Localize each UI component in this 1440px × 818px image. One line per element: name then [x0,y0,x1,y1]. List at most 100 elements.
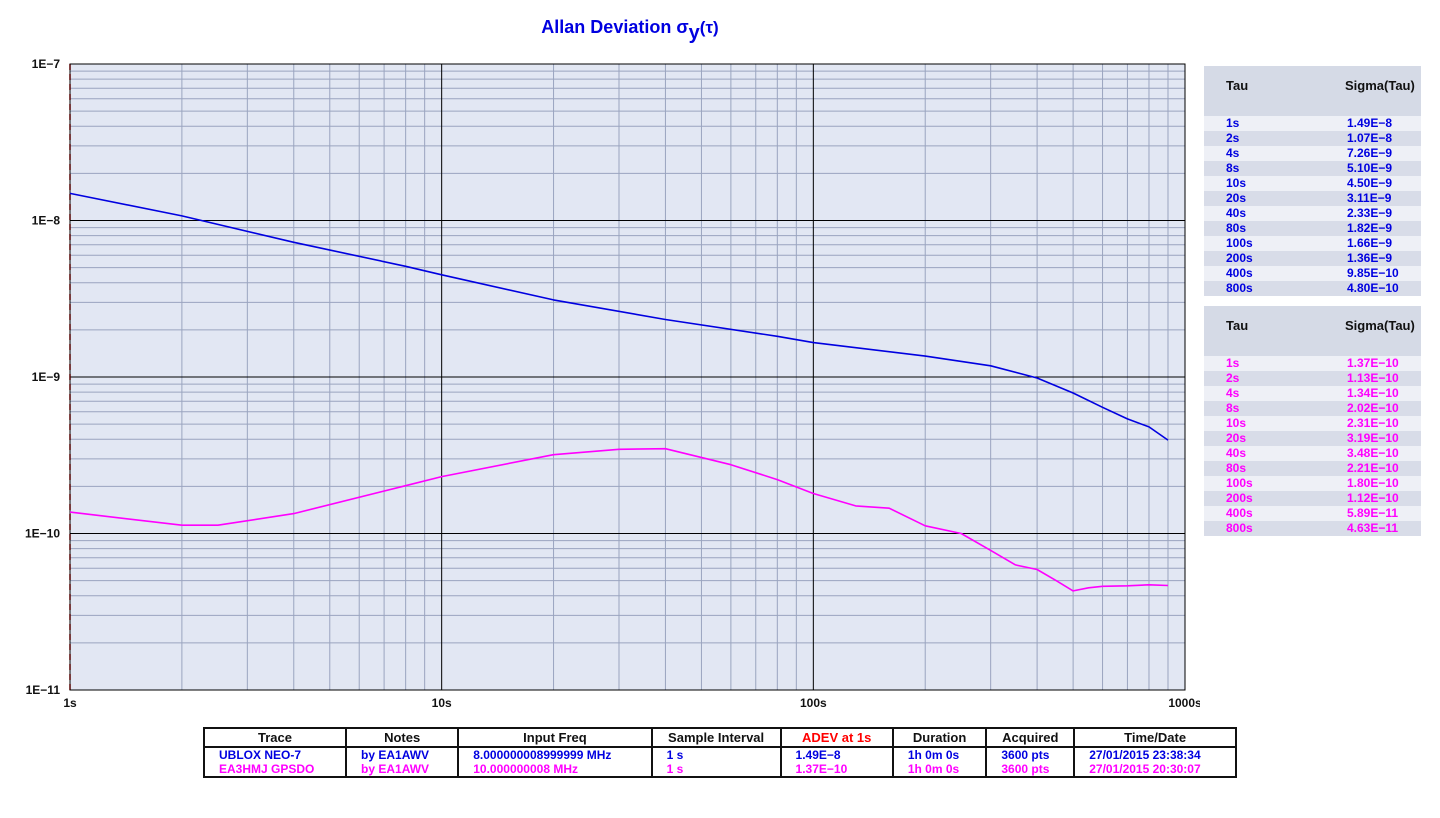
legend-header-row: Trace Notes Input Freq Sample Interval ADEV … [202,727,1237,748]
legend-cell: 1h 0m 0s [891,762,988,778]
x-tick-label: 10s [432,696,452,710]
legend-cell: 8.000000008999999 MHz [457,747,653,762]
tau-cell: 4s [1204,386,1321,401]
legend-cell: 1h 0m 0s [891,747,988,762]
tau-cell: 2s [1204,371,1321,386]
y-tick-label: 1E−10 [25,527,60,541]
tick-labels: 1s 10s 100s 1000s 1E−11 1E−10 1E−9 1E−8 1E−7 [25,57,1200,710]
trace-legend-table: Trace Notes Input Freq Sample Interval ADEV … [202,727,1237,778]
tau-cell: 400s [1204,506,1321,521]
sigma-cell: 2.02E−10 [1321,401,1421,416]
y-tick-label: 1E−9 [32,370,61,384]
sigma-row: 400s 9.85E−10 [1204,266,1421,281]
legend-cell: by EA1AWV [345,747,460,762]
table-spacer [1204,344,1421,356]
tau-cell: 20s [1204,431,1321,446]
sigma-row: 200s 1.36E−9 [1204,251,1421,266]
sigma-row: 100s 1.80E−10 [1204,476,1421,491]
title-tau: (τ) [699,18,719,37]
sigma-cell: 1.82E−9 [1321,221,1421,236]
tau-cell: 100s [1204,476,1321,491]
legend-row: EA3HMJ GPSDO by EA1AWV 10.000000008 MHz 1 s… [202,762,1237,778]
sigma-row: 2s 1.13E−10 [1204,371,1421,386]
legend-cell: EA3HMJ GPSDO [202,762,348,778]
tau-cell: 1s [1204,116,1321,131]
chart-title: Allan Deviation σy(τ) [500,16,760,44]
sigma-cell: 1.36E−9 [1321,251,1421,266]
x-tick-label: 1s [63,696,77,710]
tau-cell: 8s [1204,161,1321,176]
sigma-row: 1s 1.37E−10 [1204,356,1421,371]
sigma-cell: 1.07E−8 [1321,131,1421,146]
sigma-row: 80s 1.82E−9 [1204,221,1421,236]
sigma-cell: 9.85E−10 [1321,266,1421,281]
legend-header-cell: Duration [891,727,988,748]
sigma-row: 10s 4.50E−9 [1204,176,1421,191]
sigma-cell: 1.49E−8 [1321,116,1421,131]
sigma-cell: 2.33E−9 [1321,206,1421,221]
sigma-cell: 4.80E−10 [1321,281,1421,296]
tau-cell: 80s [1204,461,1321,476]
tau-cell: 40s [1204,446,1321,461]
sigma-cell: 1.13E−10 [1321,371,1421,386]
sigma-cell: 4.63E−11 [1321,521,1421,536]
tau-cell: 800s [1204,281,1321,296]
x-tick-label: 1000s [1168,696,1200,710]
title-sigma: σ [676,17,689,37]
y-tick-label: 1E−7 [32,57,61,71]
sigma-header: Sigma(Tau) [1321,306,1421,344]
sigma-cell: 3.11E−9 [1321,191,1421,206]
tau-cell: 4s [1204,146,1321,161]
legend-cell: 3600 pts [985,747,1076,762]
legend-cell: 1.49E−8 [779,747,894,762]
sigma-row: 4s 1.34E−10 [1204,386,1421,401]
sigma-cell: 2.21E−10 [1321,461,1421,476]
sigma-row: 100s 1.66E−9 [1204,236,1421,251]
sigma-header: Sigma(Tau) [1321,66,1421,104]
legend-row: UBLOX NEO-7 by EA1AWV 8.000000008999999 MH… [202,747,1237,762]
sigma-row: 400s 5.89E−11 [1204,506,1421,521]
sigma-row: 200s 1.12E−10 [1204,491,1421,506]
legend-header-cell: Sample Interval [650,727,782,748]
sigma-row: 8s 2.02E−10 [1204,401,1421,416]
sigma-row: 4s 7.26E−9 [1204,146,1421,161]
sigma-cell: 1.34E−10 [1321,386,1421,401]
tau-cell: 100s [1204,236,1321,251]
sigma-cell: 5.10E−9 [1321,161,1421,176]
tau-cell: 40s [1204,206,1321,221]
tau-header: Tau [1204,66,1321,104]
sigma-table-series2: Tau Sigma(Tau) 1s 1.37E−10 2s 1.13E−10 4s 1.34… [1204,306,1421,536]
legend-cell: 27/01/2015 23:38:34 [1073,747,1237,762]
tau-cell: 8s [1204,401,1321,416]
tau-cell: 200s [1204,491,1321,506]
legend-cell: UBLOX NEO-7 [202,747,348,762]
sigma-row: 800s 4.80E−10 [1204,281,1421,296]
sigma-cell: 2.31E−10 [1321,416,1421,431]
sigma-cell: 4.50E−9 [1321,176,1421,191]
legend-cell: 1.37E−10 [779,762,894,778]
tau-cell: 80s [1204,221,1321,236]
sigma-cell: 3.48E−10 [1321,446,1421,461]
adev-chart: 1s 10s 100s 1000s 1E−11 1E−10 1E−9 1E−8 1E−7 [25,57,1200,710]
tau-cell: 1s [1204,356,1321,371]
legend-header-cell: Trace [202,727,348,748]
legend-cell: 1 s [650,747,782,762]
legend-cell: 3600 pts [985,762,1076,778]
sigma-cell: 7.26E−9 [1321,146,1421,161]
series-line-1 [69,192,1169,441]
sigma-row: 800s 4.63E−11 [1204,521,1421,536]
legend-cell: 10.000000008 MHz [457,762,653,778]
sigma-cell: 1.12E−10 [1321,491,1421,506]
sigma-cell: 3.19E−10 [1321,431,1421,446]
legend-header-cell: Time/Date [1073,727,1237,748]
y-tick-label: 1E−8 [32,214,61,228]
grid-major [70,64,1185,690]
sigma-table-series1: Tau Sigma(Tau) 1s 1.49E−8 2s 1.07E−8 4s 7.26E−… [1204,66,1421,296]
legend-cell: by EA1AWV [345,762,460,778]
sigma-row: 40s 2.33E−9 [1204,206,1421,221]
series-line-2 [69,447,1169,592]
sigma-row: 8s 5.10E−9 [1204,161,1421,176]
tau-cell: 2s [1204,131,1321,146]
table-spacer [1204,104,1421,116]
tau-cell: 10s [1204,176,1321,191]
